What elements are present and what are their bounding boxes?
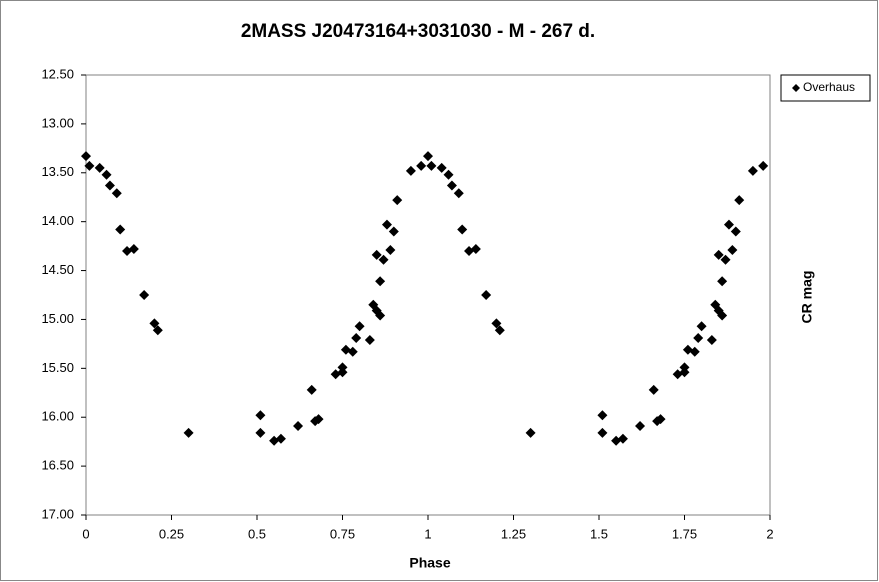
data-point [679, 362, 690, 373]
data-point [405, 165, 416, 176]
data-point [293, 421, 304, 432]
data-point [378, 254, 389, 265]
data-point [720, 254, 731, 265]
data-point [727, 245, 738, 256]
data-point [275, 433, 286, 444]
data-point [354, 321, 365, 332]
data-point [426, 160, 437, 171]
data-point [689, 346, 700, 357]
data-point [337, 362, 348, 373]
data-point [723, 219, 734, 230]
y-tick-label: 13.00 [41, 115, 74, 130]
data-point [306, 384, 317, 395]
data-point [693, 333, 704, 344]
data-point [104, 180, 115, 191]
x-tick-label: 1 [424, 526, 431, 541]
legend-label: Overhaus [803, 80, 855, 94]
data-point [713, 249, 724, 260]
data-point [255, 427, 266, 438]
y-tick-label: 14.00 [41, 213, 74, 228]
data-point [111, 188, 122, 199]
y-tick-label: 17.00 [41, 506, 74, 521]
plot-area [85, 74, 771, 516]
data-point [443, 169, 454, 180]
x-tick-label: 1.25 [501, 526, 526, 541]
data-point [115, 224, 126, 235]
data-point [183, 427, 194, 438]
data-point [375, 276, 386, 287]
data-point [597, 410, 608, 421]
data-point [139, 290, 150, 300]
data-point [101, 169, 112, 180]
data-point [371, 249, 382, 260]
data-point [152, 325, 163, 336]
x-tick-label: 1.5 [590, 526, 608, 541]
data-point [388, 226, 399, 237]
x-tick-label: 2 [766, 526, 773, 541]
data-point [730, 226, 741, 237]
x-tick-label: 0.5 [248, 526, 266, 541]
data-point [734, 195, 745, 206]
data-point [436, 162, 447, 173]
data-point [94, 162, 105, 173]
data-point [747, 165, 758, 176]
data-point [457, 224, 468, 235]
x-tick-label: 0.25 [159, 526, 184, 541]
x-tick-label: 1.75 [672, 526, 697, 541]
data-point [491, 318, 502, 329]
data-point [525, 427, 536, 438]
data-point [446, 180, 457, 191]
data-point [385, 245, 396, 256]
data-point [635, 421, 646, 432]
data-point [655, 414, 666, 425]
data-point [470, 244, 481, 255]
data-point [597, 427, 608, 438]
data-point [364, 334, 375, 345]
x-tick-label: 0.75 [330, 526, 355, 541]
chart-title: 2MASS J20473164+3031030 - M - 267 d. [241, 21, 595, 42]
data-point [149, 318, 160, 329]
data-point [453, 188, 464, 199]
y-tick-label: 15.00 [41, 311, 74, 326]
data-point [347, 346, 358, 357]
x-tick-label: 0 [82, 526, 89, 541]
data-point [717, 276, 728, 287]
data-point [696, 321, 707, 332]
data-point [351, 333, 362, 344]
y-tick-label: 12.50 [41, 66, 74, 81]
data-point [416, 160, 427, 171]
y-tick-label: 14.50 [41, 262, 74, 277]
data-point [494, 325, 505, 336]
data-point [617, 433, 628, 444]
y-tick-label: 13.50 [41, 164, 74, 179]
y-tick-label: 16.00 [41, 409, 74, 424]
data-point [381, 219, 392, 230]
data-point [255, 410, 266, 421]
data-point [375, 310, 386, 321]
y-axis-label: CR mag [799, 271, 815, 324]
y-tick-label: 15.50 [41, 360, 74, 375]
data-point [706, 334, 717, 345]
data-point [648, 384, 659, 395]
x-axis-label: Phase [409, 555, 450, 571]
data-point [313, 414, 324, 425]
data-point [717, 310, 728, 321]
y-tick-label: 16.50 [41, 458, 74, 473]
legend-marker [792, 84, 800, 92]
data-point [481, 290, 492, 300]
data-point [84, 160, 95, 171]
data-point [128, 244, 139, 255]
data-point [423, 151, 433, 162]
data-point [81, 151, 91, 162]
data-point [392, 195, 403, 206]
data-point [758, 160, 769, 171]
